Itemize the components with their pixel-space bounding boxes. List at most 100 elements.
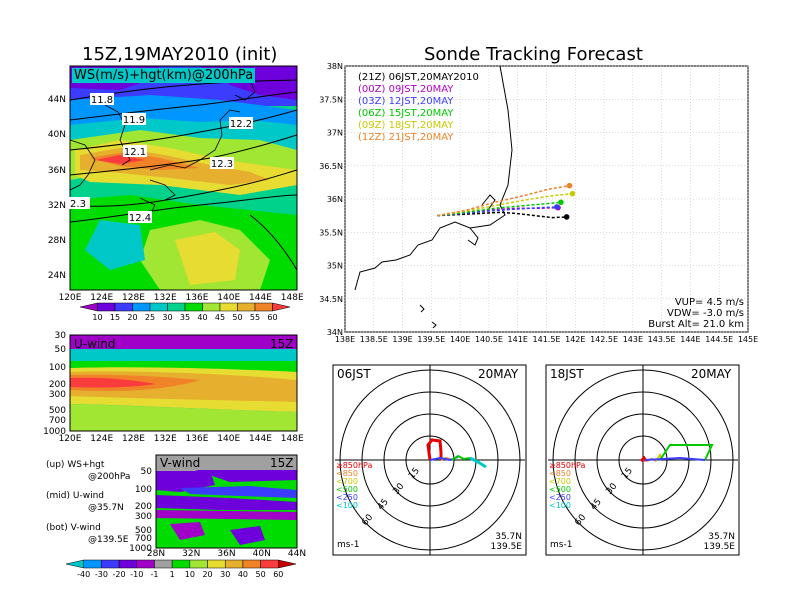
colorbar-top-label: 60 (267, 313, 277, 322)
level-500: <500 (336, 485, 358, 494)
hodo-right-levels: ≥850hPa <850 <700 <500 <250 <100 (549, 462, 585, 510)
contour-label-box (66, 197, 90, 209)
map-lon-label: 132E (154, 293, 177, 303)
uwind-p-label: 700 (49, 416, 66, 426)
vwind-p-label: 100 (135, 485, 152, 495)
note-up-sub: @200hPa (88, 472, 131, 482)
colorbar-bottom-label: -40 (77, 570, 90, 579)
uwind-p-label: 200 (49, 380, 66, 390)
track-line (437, 201, 561, 217)
map-field-label: WS(m/s)+hgt(km)@200hPa (72, 68, 256, 83)
uwind-p-label: 1000 (43, 427, 66, 437)
vwind-lat-label: 44N (288, 549, 306, 559)
legend-item-03z: (03Z) 12JST,20MAY (358, 96, 454, 107)
sonde-params: VUP= 4.5 m/s VDW= -3.0 m/s Burst Alt= 21… (648, 297, 744, 330)
legend-item-12z: (12Z) 21JST,20MAY (358, 132, 454, 143)
track-lon-label: 138.5E (360, 335, 388, 344)
uwind-field (70, 335, 297, 431)
hodo-left-time: 06JST (337, 367, 371, 381)
hodo-left-date: 20MAY (478, 367, 519, 381)
track-end-point (558, 199, 564, 206)
track-lat-label: 36.5N (319, 162, 343, 171)
contour-label: 12.3 (211, 159, 233, 170)
colorbar-bottom-swatch (278, 559, 297, 569)
uwind-time: 15Z (270, 337, 294, 351)
contour-label: 12.1 (124, 147, 146, 158)
map-lat-label: 44N (48, 95, 66, 105)
track-lon-label: 141E (508, 335, 528, 344)
vup-text: VUP= 4.5 m/s (674, 297, 744, 308)
vwind-frame (155, 454, 298, 549)
level-500: <500 (549, 485, 571, 494)
init-time-title: 15Z,19MAY2010 (init) (82, 44, 278, 65)
track-lon-label: 140.5E (475, 335, 503, 344)
vwind-p-label: 1000 (129, 544, 152, 554)
legend-item-00z: (00Z) 09JST,20MAY (358, 84, 454, 95)
map-lon-label: 148E (281, 293, 304, 303)
track-end-point (569, 190, 576, 197)
track-lon-label: 143.5E (648, 335, 676, 344)
uwind-lon-label: 136E (186, 434, 209, 444)
contour-label: 2.3 (70, 199, 86, 210)
map-lat-label: 40N (48, 130, 66, 140)
hodo-left-units: ms-1 (337, 540, 360, 550)
track-lat-label: 35N (327, 262, 343, 271)
track-lat-label: 35.5N (319, 228, 343, 237)
map-lat-label: 36N (48, 166, 66, 176)
burst-alt-text: Burst Alt= 21.0 km (648, 319, 744, 330)
track-lon-label: 139.5E (417, 335, 445, 344)
track-line (436, 192, 573, 217)
vwind-p-label: 200 (135, 502, 152, 512)
track-lon-label: 144E (680, 335, 700, 344)
contour-labels: 11.8 11.9 12.1 12.2 12.3 12.4 2.3 (66, 93, 253, 224)
vwind-lat-label: 40N (253, 549, 271, 559)
map-lat-label: 24N (48, 271, 66, 281)
colorbar-top-label: 15 (110, 313, 120, 322)
legend-item-21z: (21Z) 06JST,20MAY2010 (358, 72, 479, 83)
track-lon-label: 140E (450, 335, 470, 344)
hodo-left-traces (426, 438, 487, 469)
chart-title: Sonde Tracking Forecast (424, 44, 643, 65)
contour-label-box (128, 211, 152, 223)
colorbar-top-swatch (272, 302, 291, 312)
vwind-p-label: 300 (135, 512, 152, 522)
colorbar-top-label: 40 (197, 313, 207, 322)
colorbar-top-label: 10 (92, 313, 102, 322)
level-250: <250 (336, 493, 358, 502)
level-100: <100 (549, 501, 571, 510)
track-lat-label: 36N (327, 195, 343, 204)
uwind-lon-label: 148E (281, 434, 304, 444)
contour-label: 11.8 (91, 95, 113, 106)
colorbar-bottom-label: 50 (256, 570, 266, 579)
colorbar-bottom-label: 30 (220, 570, 230, 579)
vwind-lat-label: 28N (147, 549, 165, 559)
map-frame (69, 65, 298, 291)
contour-label-box (123, 145, 147, 157)
colorbar-top-label: 20 (127, 313, 137, 322)
level-850: <850 (336, 469, 358, 478)
map-lon-label: 120E (59, 293, 82, 303)
track-lon-label: 142.5E (590, 335, 618, 344)
note-bot-sub: @139.5E (88, 535, 129, 545)
map-lon-label: 140E (217, 293, 240, 303)
contour-label: 12.2 (230, 119, 252, 130)
map-lat-ticks: 44N 40N 36N 32N 28N 24N (48, 95, 66, 281)
colorbar-bottom-label: 60 (273, 570, 283, 579)
map-lon-label: 144E (249, 293, 272, 303)
level-850: <850 (549, 469, 571, 478)
vwind-lat-label: 32N (182, 549, 200, 559)
track-legend: (21Z) 06JST,20MAY2010 (00Z) 09JST,20MAY … (358, 72, 479, 144)
contour-label: 11.9 (123, 115, 145, 126)
uwind-lon-label: 144E (249, 434, 272, 444)
track-line (437, 211, 567, 219)
uwind-lon-label: 120E (59, 434, 82, 444)
colorbar-top-label: 55 (250, 313, 260, 322)
colorbar-bottom-label: 10 (185, 570, 195, 579)
uwind-lon-label: 140E (217, 434, 240, 444)
track-lat-label: 37.5N (319, 95, 343, 104)
note-mid: (mid) U-wind (46, 491, 105, 501)
track-lat-label: 38N (327, 62, 343, 71)
map-lat-label: 32N (48, 201, 66, 211)
